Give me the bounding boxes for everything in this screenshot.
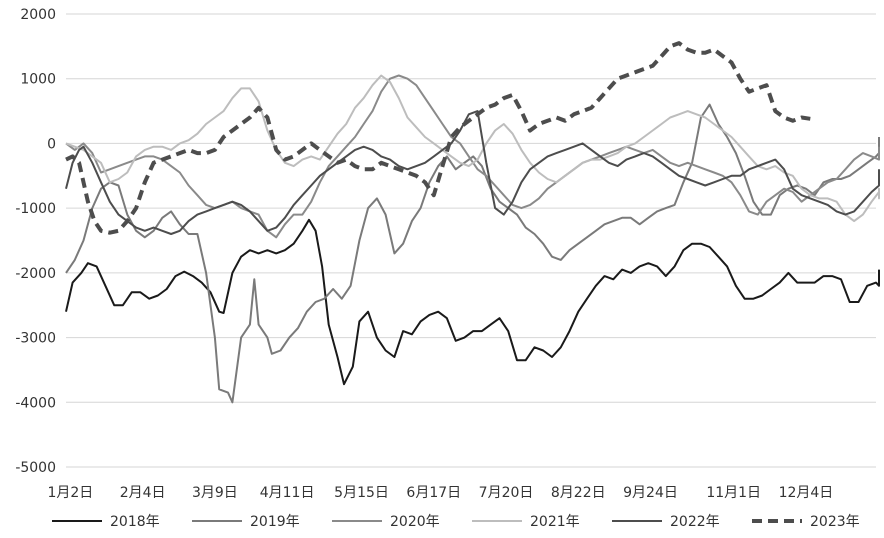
y-tick-label: -4000 (15, 395, 56, 411)
x-tick-label: 3月9日 (192, 485, 238, 501)
legend-label: 2019年 (250, 514, 300, 530)
y-tick-label: 1000 (20, 72, 56, 88)
series-line-2023年 (65, 41, 811, 235)
series-line-2019年 (65, 103, 880, 404)
x-tick-label: 9月24日 (623, 485, 678, 501)
x-tick-label: 4月11日 (260, 485, 315, 501)
x-tick-label: 2月4日 (120, 485, 166, 501)
y-tick-label: -5000 (15, 460, 56, 476)
y-tick-label: 0 (47, 136, 56, 152)
series-line-2021年 (65, 74, 880, 223)
x-tick-label: 11月1日 (706, 485, 761, 501)
y-tick-label: 2000 (20, 7, 56, 23)
legend-label: 2018年 (110, 514, 160, 530)
series-line-2020年 (65, 74, 880, 239)
legend-label: 2021年 (530, 514, 580, 530)
series-line-2018年 (65, 218, 880, 386)
series-line-2022年 (65, 110, 880, 235)
y-tick-label: -3000 (15, 331, 56, 347)
x-tick-label: 6月17日 (406, 485, 461, 501)
y-tick-label: -2000 (15, 266, 56, 282)
x-tick-label: 1月2日 (47, 485, 93, 501)
series-lines (65, 41, 880, 404)
x-axis-ticks: 1月2日 2月4日 3月9日 4月11日 5月15日 6月17日 7月20日 8月22日 9月2… (47, 485, 833, 501)
legend-label: 2023年 (810, 514, 860, 530)
grid-lines (66, 13, 876, 468)
legend: 2018年 2019年 2020年 2021年 2022年 2023年 (52, 514, 860, 530)
legend-label: 2020年 (390, 514, 440, 530)
x-tick-label: 8月22日 (551, 485, 606, 501)
x-tick-label: 7月20日 (479, 485, 534, 501)
y-tick-label: -1000 (15, 201, 56, 217)
x-tick-label: 5月15日 (334, 485, 389, 501)
y-axis-ticks: 2000 1000 0 -1000 -2000 -3000 -4000 -5000 (15, 7, 56, 476)
x-tick-label: 12月4日 (779, 485, 834, 501)
legend-label: 2022年 (670, 514, 720, 530)
